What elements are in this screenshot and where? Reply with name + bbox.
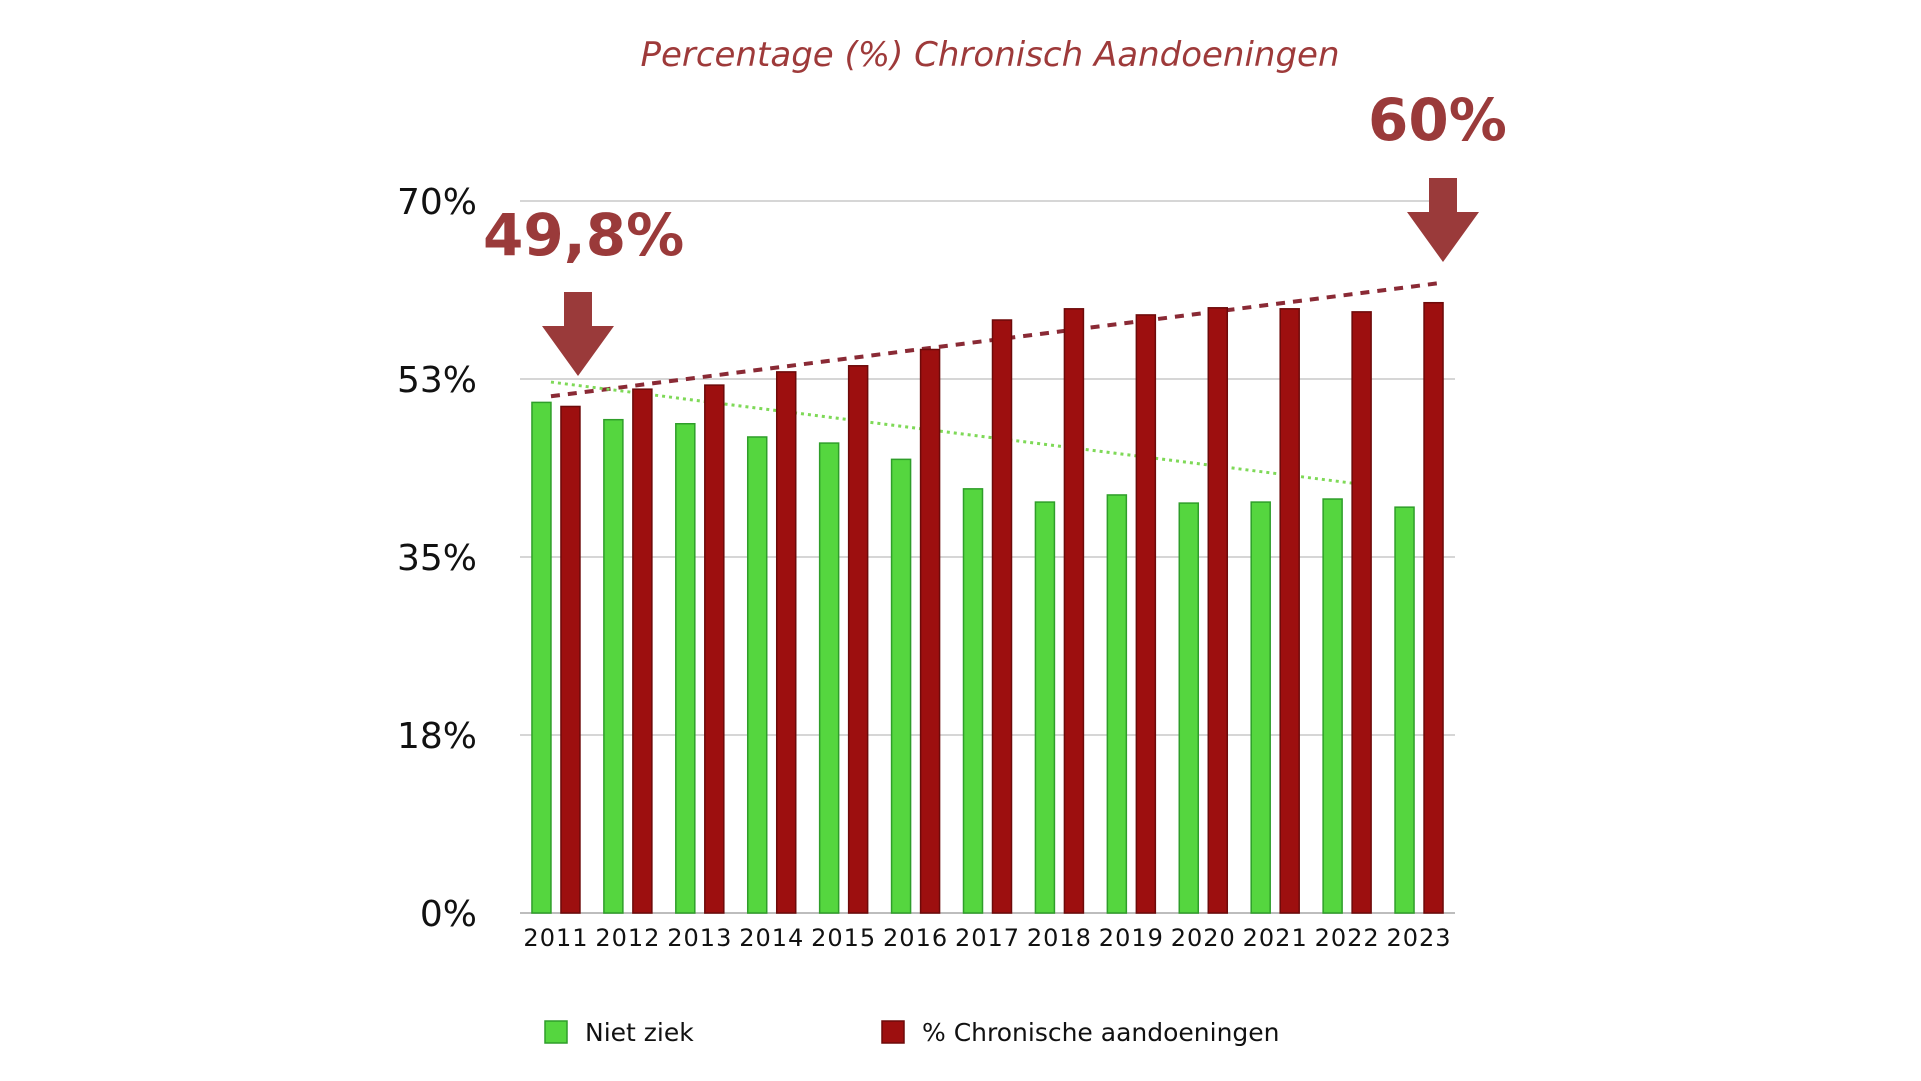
bar-niet-ziek — [746, 436, 768, 914]
bar-chronische-aandoeningen — [1207, 307, 1229, 914]
y-tick-label: 0% — [420, 894, 477, 935]
bar-chronische-aandoeningen — [1063, 308, 1085, 914]
x-tick-label: 2012 — [595, 924, 660, 952]
grid-lines — [520, 200, 1455, 914]
legend-swatch — [544, 1020, 568, 1044]
x-tick-label: 2021 — [1243, 924, 1308, 952]
y-tick-label: 35% — [397, 538, 477, 579]
bar-niet-ziek — [1322, 498, 1343, 914]
bar-chronische-aandoeningen — [919, 348, 941, 914]
bar-niet-ziek — [1394, 506, 1415, 914]
x-tick-label: 2015 — [811, 924, 876, 952]
legend-chronische-aandoeningen: % Chronische aandoeningen — [881, 1018, 1280, 1047]
x-tick-label: 2018 — [1027, 924, 1092, 952]
bars — [531, 301, 1444, 914]
legend-swatch — [881, 1020, 905, 1044]
bar-chronische-aandoeningen — [1351, 311, 1372, 914]
callout-end-value: 60% — [1368, 86, 1507, 154]
bar-chronische-aandoeningen — [991, 319, 1013, 914]
bar-chronische-aandoeningen — [775, 371, 797, 914]
bar-niet-ziek — [603, 418, 624, 914]
bar-chronische-aandoeningen — [704, 384, 725, 914]
x-tick-label: 2011 — [523, 924, 588, 952]
bar-niet-ziek — [675, 423, 696, 914]
bar-niet-ziek — [818, 442, 840, 914]
bar-chronische-aandoeningen — [847, 365, 869, 914]
x-tick-label: 2016 — [883, 924, 948, 952]
y-tick-label: 70% — [397, 182, 477, 223]
x-axis-ticks: 2011 2012 2013 2014 2015 2016 2017 2018 2019 2020… — [523, 924, 1451, 952]
x-tick-label: 2013 — [667, 924, 732, 952]
y-axis-ticks: 0% 18% 35% 53% 70% — [397, 182, 477, 935]
x-tick-label: 2014 — [739, 924, 804, 952]
bar-niet-ziek — [1034, 501, 1056, 914]
bar-niet-ziek — [890, 458, 912, 914]
x-tick-label: 2017 — [955, 924, 1020, 952]
bar-niet-ziek — [1250, 501, 1271, 914]
bar-niet-ziek — [531, 401, 552, 914]
x-tick-label: 2022 — [1315, 924, 1380, 952]
bar-niet-ziek — [962, 488, 984, 914]
bar-chronische-aandoeningen — [632, 388, 653, 914]
callout-start-value: 49,8% — [483, 201, 684, 269]
bar-chronische-aandoeningen — [1135, 314, 1157, 914]
bar-chronische-aandoeningen — [560, 405, 581, 914]
bar-niet-ziek — [1106, 494, 1128, 914]
trendline-niet-ziek — [550, 380, 1358, 486]
bar-chronische-aandoeningen — [1279, 308, 1300, 914]
x-tick-label: 2019 — [1099, 924, 1164, 952]
arrow-down-icon — [542, 292, 614, 376]
legend-label: % Chronische aandoeningen — [922, 1018, 1280, 1047]
arrow-down-icon — [1407, 178, 1479, 262]
bar-chronische-aandoeningen — [1423, 301, 1444, 914]
bar-niet-ziek — [1178, 502, 1200, 914]
y-tick-label: 53% — [397, 360, 477, 401]
x-tick-label: 2020 — [1171, 924, 1236, 952]
legend: Niet ziek % Chronische aandoeningen — [544, 1018, 1280, 1047]
chart-title: Percentage (%) Chronisch Aandoeningen — [640, 35, 1339, 75]
legend-niet-ziek: Niet ziek — [544, 1018, 694, 1047]
annotations: 49,8% 60% — [483, 86, 1507, 376]
legend-label: Niet ziek — [585, 1018, 694, 1047]
x-tick-label: 2023 — [1386, 924, 1451, 952]
y-tick-label: 18% — [397, 716, 477, 757]
